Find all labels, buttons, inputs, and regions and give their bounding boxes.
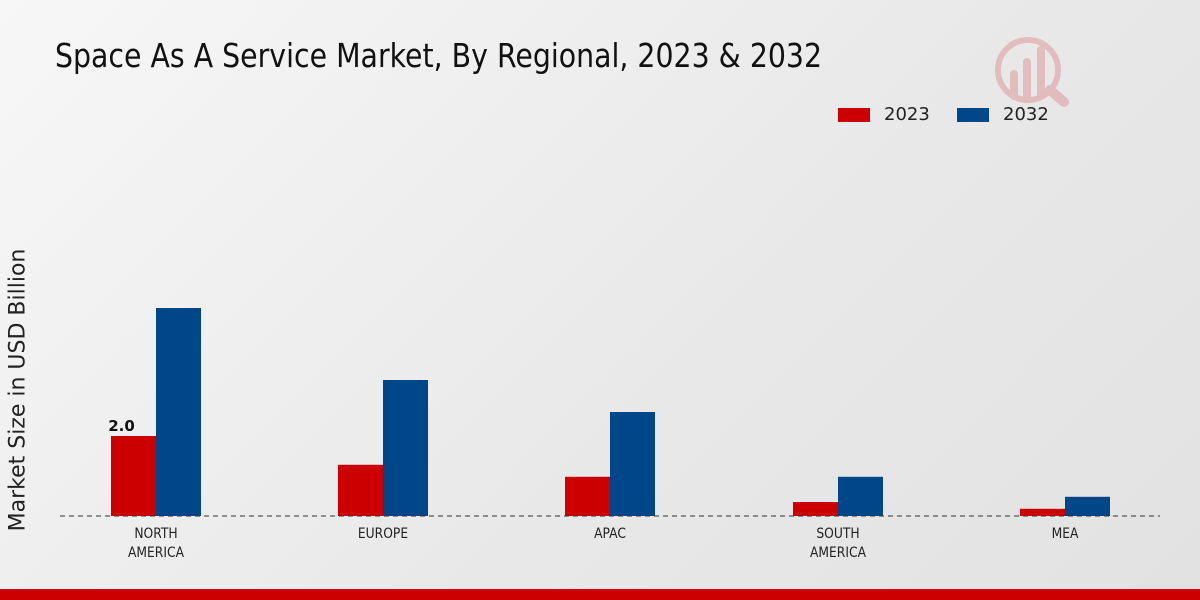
legend-item-2023: 2023	[838, 104, 930, 125]
footer-bar	[0, 589, 1200, 600]
legend-label-2032: 2032	[1003, 104, 1049, 125]
bar-2023-apac	[565, 476, 610, 516]
bar-2023-europe	[338, 464, 383, 516]
bar-2023-mea	[1020, 508, 1065, 516]
bar-2032-europe	[383, 380, 428, 516]
bar-2032-apac	[610, 412, 655, 516]
bar-2023-north-america	[111, 436, 156, 516]
x-tick-label: NORTH	[134, 526, 177, 542]
bar-2032-mea	[1065, 496, 1110, 516]
legend-item-2032: 2032	[957, 104, 1049, 125]
chart-title: Space As A Service Market, By Regional, …	[55, 36, 823, 75]
x-tick-label: SOUTH	[816, 526, 859, 542]
x-tick-label: EUROPE	[358, 526, 408, 542]
x-tick-label: AMERICA	[810, 545, 866, 561]
data-label: 2.0	[108, 417, 135, 435]
bar-2032-south-america	[838, 476, 883, 516]
legend-swatch-2032	[957, 107, 989, 122]
bar-2032-north-america	[156, 308, 201, 516]
x-tick-label: MEA	[1052, 526, 1079, 542]
bar-2023-south-america	[793, 502, 838, 516]
legend-swatch-2023	[838, 107, 870, 122]
x-tick-label: APAC	[594, 526, 626, 542]
x-tick-label: AMERICA	[128, 545, 184, 561]
legend-label-2023: 2023	[884, 104, 930, 125]
